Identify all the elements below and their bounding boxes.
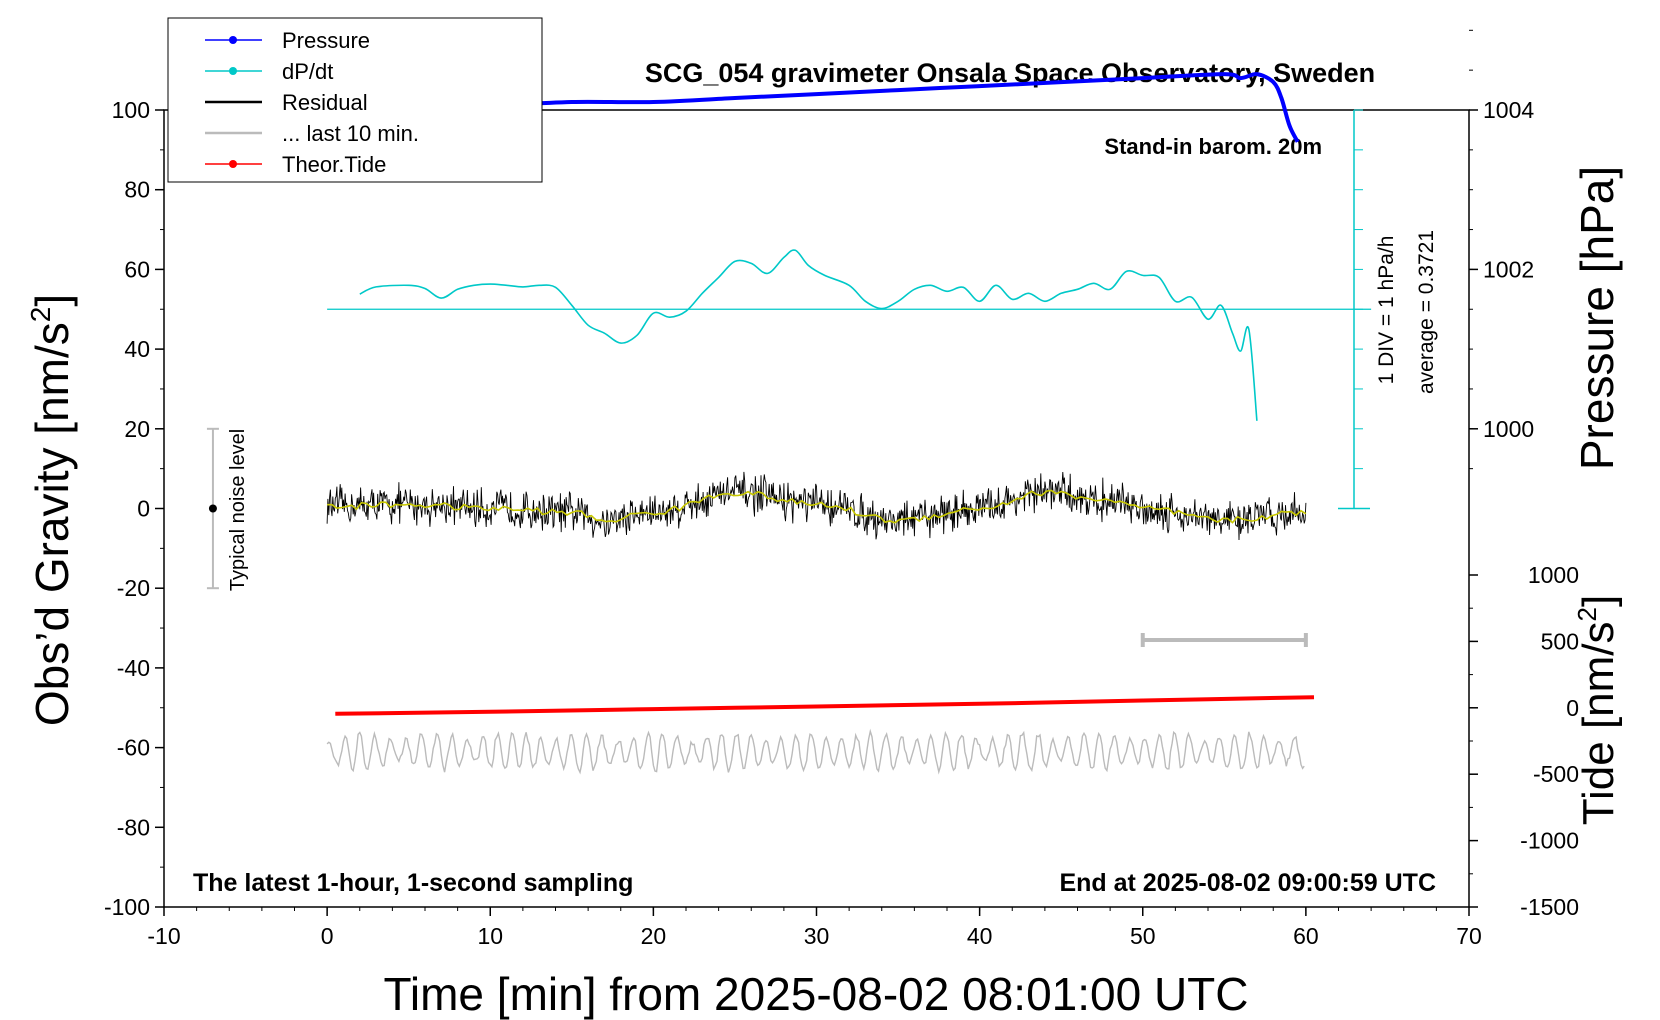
x-tick-label: 20 [641,923,667,949]
last-10min-series-line [326,728,1305,775]
tide-tick-label: 0 [1566,695,1579,721]
x-tick-label: 0 [321,923,334,949]
y-tick-label: 40 [124,336,150,362]
y-tick-label: 0 [137,496,150,522]
legend-label-4: Theor.Tide [282,152,386,177]
x-tick-label: 50 [1130,923,1156,949]
y-tick-label: -40 [117,655,150,681]
residual-smoothed-line [327,489,1307,524]
noise-bar-center [208,504,217,513]
x-tick-label: -10 [147,923,180,949]
y-axis-label-gravity: Obs’d Gravity [nm/s2] [25,294,78,726]
y-tick-label: -60 [117,735,150,761]
legend-dot-1 [229,67,237,75]
tide-tick-label: -500 [1533,761,1579,787]
average-note: average = 0.3721 [1415,230,1438,394]
y-axis-label-pressure: Pressure [hPa] [1571,166,1623,470]
noise-label: Typical noise level [227,429,249,591]
legend-box [167,17,543,183]
legend-label-1: dP/dt [282,59,333,84]
tide-tick-label: -1000 [1520,828,1579,854]
y-tick-label: -20 [117,575,150,601]
y-tick-label: 100 [112,97,150,123]
pressure-tick-label: 1002 [1483,256,1534,282]
x-axis-label: Time [min] from 2025-08-02 08:01:00 UTC [384,968,1249,1020]
x-tick-label: 30 [804,923,830,949]
legend-label-3: ... last 10 min. [282,121,419,146]
tide-tick-label: -1500 [1520,894,1579,920]
tide-series-line [335,695,1315,716]
legend-label-0: Pressure [282,28,370,53]
tide-tick-label: 1000 [1528,562,1579,588]
legend-label-2: Residual [282,90,368,115]
div-note: 1 DIV = 1 hPa/h [1375,236,1398,385]
y-axis-label-tide: Tide [nm/s2] [1572,595,1623,825]
stand-in-barometer-note: Stand-in barom. 20m [1104,134,1322,159]
tide-tick-label: 500 [1541,628,1579,654]
y-tick-label: 20 [124,416,150,442]
y-tick-label: 60 [124,256,150,282]
pressure-series-line [335,72,1300,143]
x-tick-label: 40 [967,923,993,949]
legend-dot-0 [229,36,237,44]
x-tick-label: 10 [477,923,503,949]
x-tick-label: 60 [1293,923,1319,949]
pressure-tick-label: 1004 [1483,97,1534,123]
x-tick-label: 70 [1456,923,1482,949]
legend-dot-4 [229,160,237,168]
end-time-note: End at 2025-08-02 09:00:59 UTC [1059,869,1436,897]
legend: Pressure dP/dt Residual ... last 10 min. The… [167,17,543,183]
y-tick-label: 80 [124,177,150,203]
y-tick-label: -100 [104,894,150,920]
latest-hour-note: The latest 1-hour, 1-second sampling [193,869,633,897]
y-tick-label: -80 [117,814,150,840]
dpdt-series-line [359,249,1258,421]
pressure-tick-label: 1000 [1483,416,1534,442]
plot-area [163,109,1470,908]
